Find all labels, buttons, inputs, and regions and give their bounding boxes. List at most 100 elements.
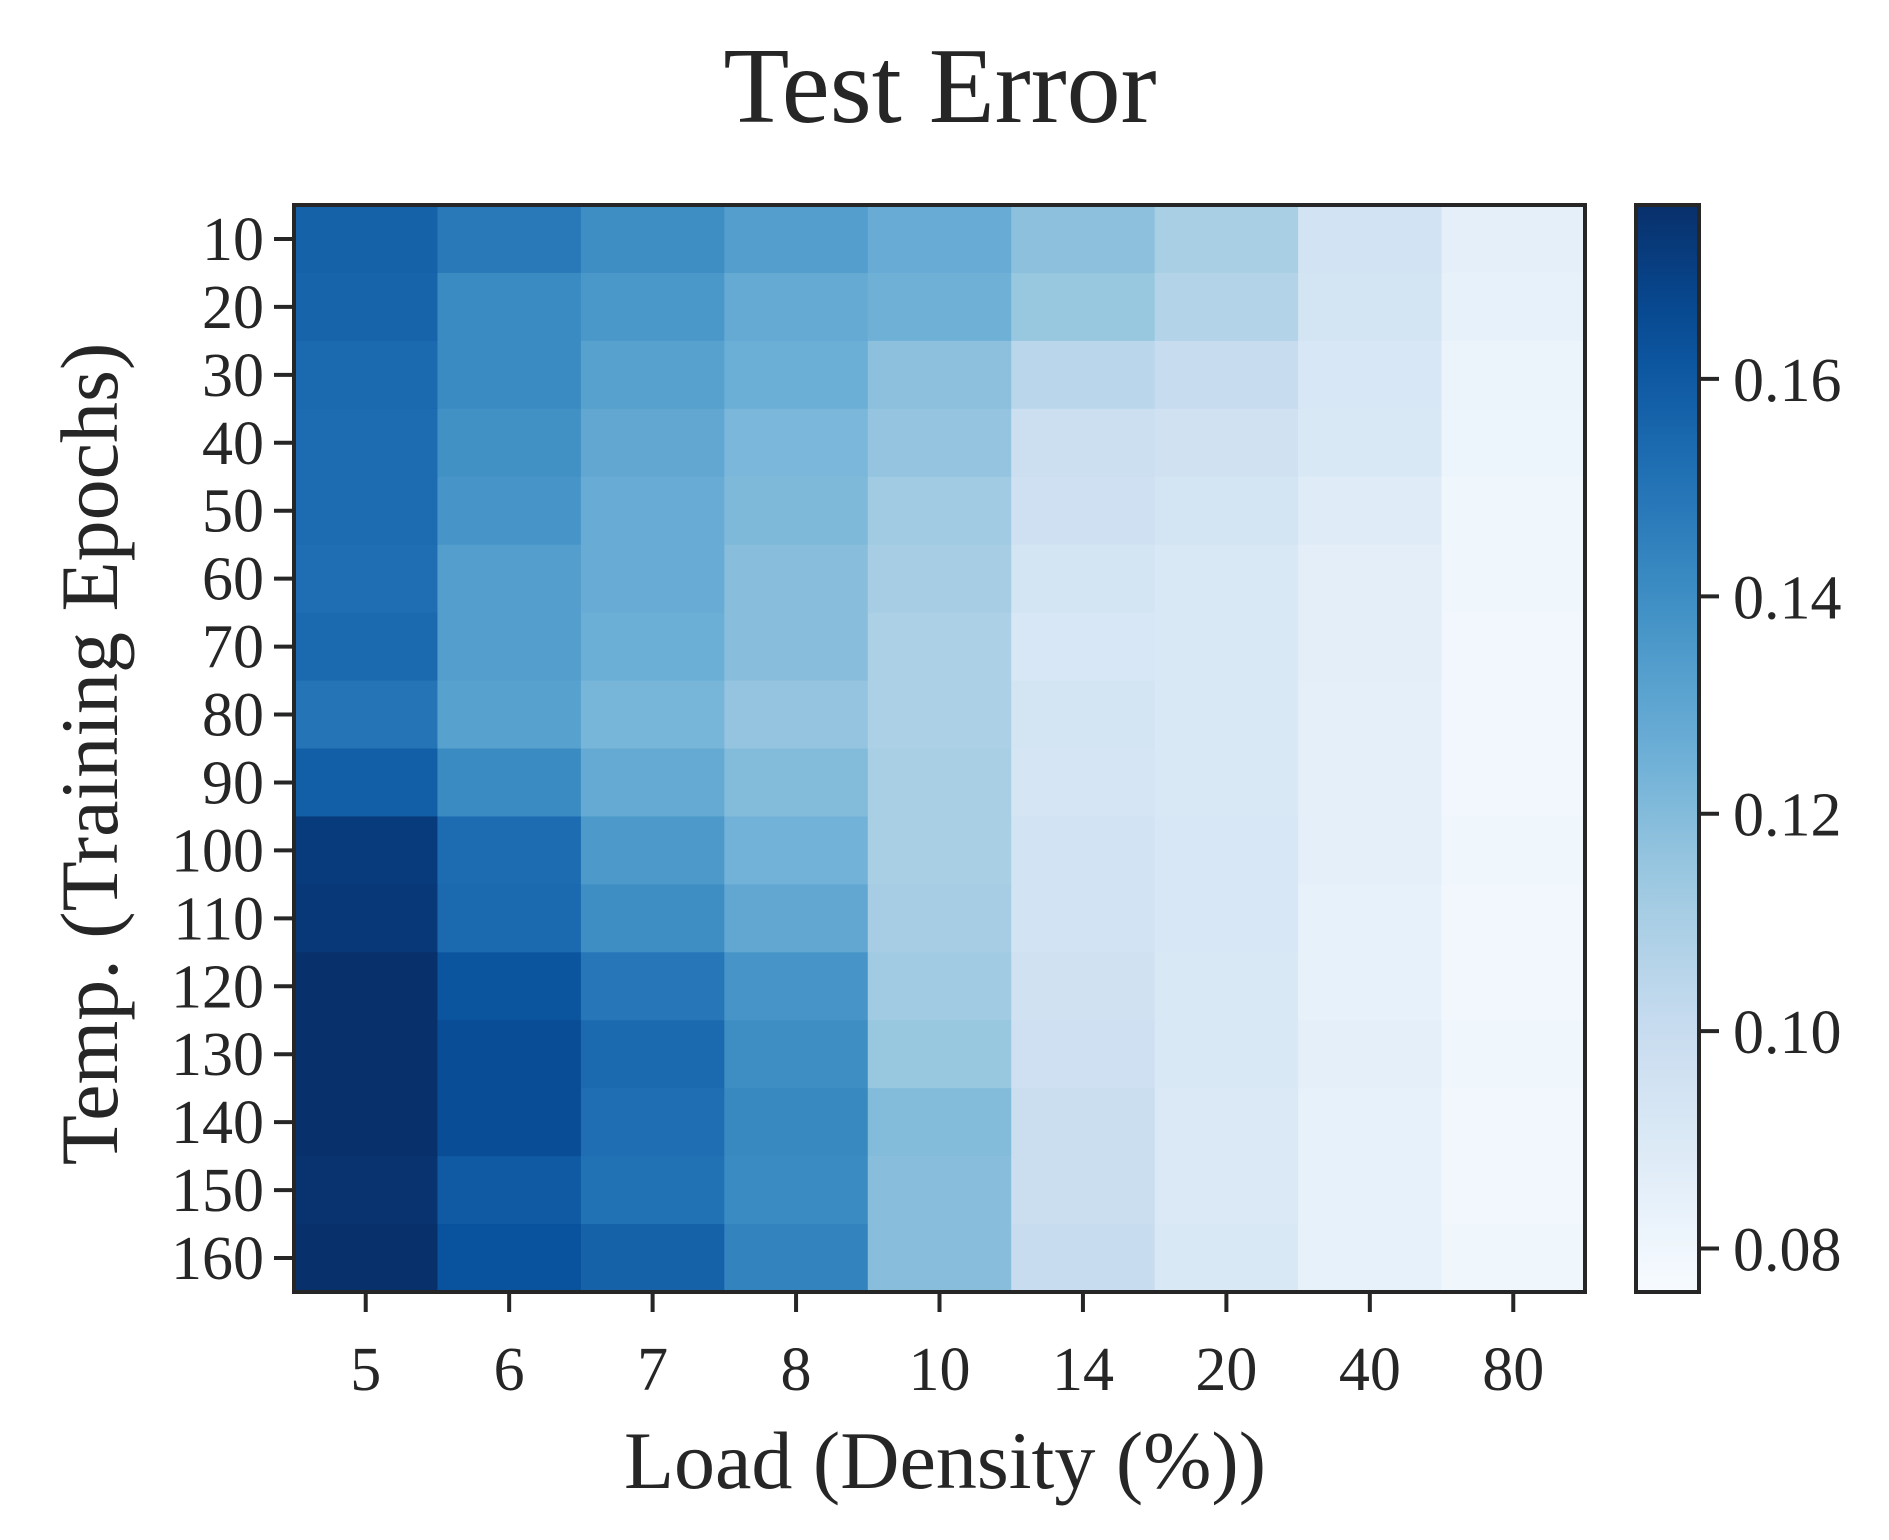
- heatmap-cell: [294, 1224, 439, 1293]
- heatmap-cell: [1298, 884, 1443, 953]
- heatmap-cell: [1298, 1224, 1443, 1293]
- colorbar-gradient: [1636, 205, 1699, 1292]
- heatmap-cells: [294, 205, 1586, 1293]
- heatmap-cell: [1154, 612, 1299, 682]
- heatmap-cell: [1154, 748, 1299, 818]
- heatmap-cell: [580, 748, 725, 818]
- x-tick-label: 10: [909, 1336, 971, 1404]
- heatmap-cell: [1011, 205, 1156, 274]
- colorbar: 0.08 0.10 0.12 0.14 0.16: [1634, 203, 1842, 1294]
- heatmap-cell: [867, 612, 1012, 682]
- heatmap-cell: [580, 1224, 725, 1293]
- x-tick-label: 20: [1195, 1336, 1257, 1404]
- heatmap-cell: [867, 1224, 1012, 1293]
- y-tick-label: 60: [202, 546, 264, 614]
- heatmap-cell: [1011, 952, 1156, 1021]
- heatmap-cell: [437, 952, 582, 1021]
- x-tick-label: 80: [1482, 1336, 1544, 1404]
- heatmap-cell: [867, 205, 1012, 274]
- heatmap-cell: [867, 1156, 1012, 1225]
- heatmap-cell: [1011, 1156, 1156, 1225]
- heatmap-cell: [1011, 1088, 1156, 1157]
- heatmap-cell: [724, 205, 869, 274]
- heatmap-cell: [1298, 476, 1443, 546]
- heatmap-cell: [724, 1088, 869, 1157]
- heatmap-cell: [580, 952, 725, 1021]
- heatmap-cell: [1011, 476, 1156, 546]
- heatmap-cell: [1441, 612, 1586, 682]
- x-tick-label: 7: [637, 1336, 668, 1404]
- heatmap-cell: [1154, 408, 1299, 478]
- heatmap-cell: [437, 544, 582, 614]
- heatmap-cell: [1441, 205, 1586, 274]
- y-axis-label: Temp. (Training Epochs): [44, 343, 135, 1166]
- heatmap-cell: [1011, 1020, 1156, 1089]
- heatmap-cell: [867, 272, 1012, 342]
- heatmap-cell: [437, 476, 582, 546]
- heatmap-cell: [580, 272, 725, 342]
- heatmap-cell: [437, 1156, 582, 1225]
- heatmap-cell: [1154, 272, 1299, 342]
- colorbar-frame: [1634, 203, 1701, 1294]
- heatmap-cell: [1154, 816, 1299, 885]
- heatmap-cell: [437, 408, 582, 478]
- heatmap-cell: [867, 952, 1012, 1021]
- heatmap-cell: [724, 680, 869, 750]
- heatmap-cell: [724, 612, 869, 682]
- heatmap-cell: [867, 680, 1012, 750]
- heatmap-cell: [1011, 272, 1156, 342]
- heatmap-cell: [437, 340, 582, 410]
- heatmap-cell: [294, 408, 439, 478]
- heatmap-cell: [724, 1224, 869, 1293]
- heatmap-cell: [1154, 1020, 1299, 1089]
- heatmap-cell: [294, 816, 439, 885]
- colorbar-tick-label: 0.10: [1733, 999, 1842, 1067]
- heatmap-cell: [1298, 408, 1443, 478]
- heatmap-cell: [580, 408, 725, 478]
- heatmap-cell: [580, 884, 725, 953]
- y-tick-label: 160: [171, 1225, 264, 1293]
- heatmap-cell: [1298, 680, 1443, 750]
- heatmap-cell: [1011, 884, 1156, 953]
- heatmap-cell: [1441, 884, 1586, 953]
- heatmap-cell: [294, 1088, 439, 1157]
- heatmap-cell: [294, 476, 439, 546]
- heatmap-cell: [1154, 476, 1299, 546]
- y-tick-label: 90: [202, 749, 264, 817]
- heatmap-cell: [1011, 680, 1156, 750]
- x-axis-ticks: 5 6 7 8 10 14 20 40 80: [350, 1292, 1544, 1404]
- heatmap-cell: [1441, 1224, 1586, 1293]
- heatmap-cell: [580, 680, 725, 750]
- heatmap-cell: [580, 205, 725, 274]
- colorbar-tick-label: 0.16: [1733, 347, 1842, 415]
- heatmap-cell: [724, 748, 869, 818]
- heatmap-cell: [294, 1020, 439, 1089]
- y-tick-label: 120: [171, 953, 264, 1021]
- heatmap-cell: [1441, 816, 1586, 885]
- heatmap-cell: [867, 408, 1012, 478]
- y-tick-label: 110: [173, 885, 264, 953]
- heatmap-cell: [580, 340, 725, 410]
- heatmap-cell: [867, 544, 1012, 614]
- heatmap-cell: [867, 884, 1012, 953]
- heatmap-cell: [867, 816, 1012, 885]
- heatmap-cell: [1298, 1020, 1443, 1089]
- heatmap-cell: [1441, 340, 1586, 410]
- y-tick-label: 50: [202, 478, 264, 546]
- heatmap-cell: [724, 952, 869, 1021]
- heatmap-cell: [294, 952, 439, 1021]
- heatmap-cell: [437, 1088, 582, 1157]
- y-tick-label: 140: [171, 1089, 264, 1157]
- heatmap-cell: [724, 340, 869, 410]
- heatmap-cell: [294, 340, 439, 410]
- heatmap-cell: [1154, 1156, 1299, 1225]
- y-tick-label: 30: [202, 342, 264, 410]
- heatmap-cell: [1011, 544, 1156, 614]
- x-axis-label: Load (Density (%)): [624, 1415, 1266, 1506]
- heatmap-cell: [724, 816, 869, 885]
- heatmap-cell: [1441, 408, 1586, 478]
- y-tick-label: 100: [171, 817, 264, 885]
- heatmap-cell: [294, 884, 439, 953]
